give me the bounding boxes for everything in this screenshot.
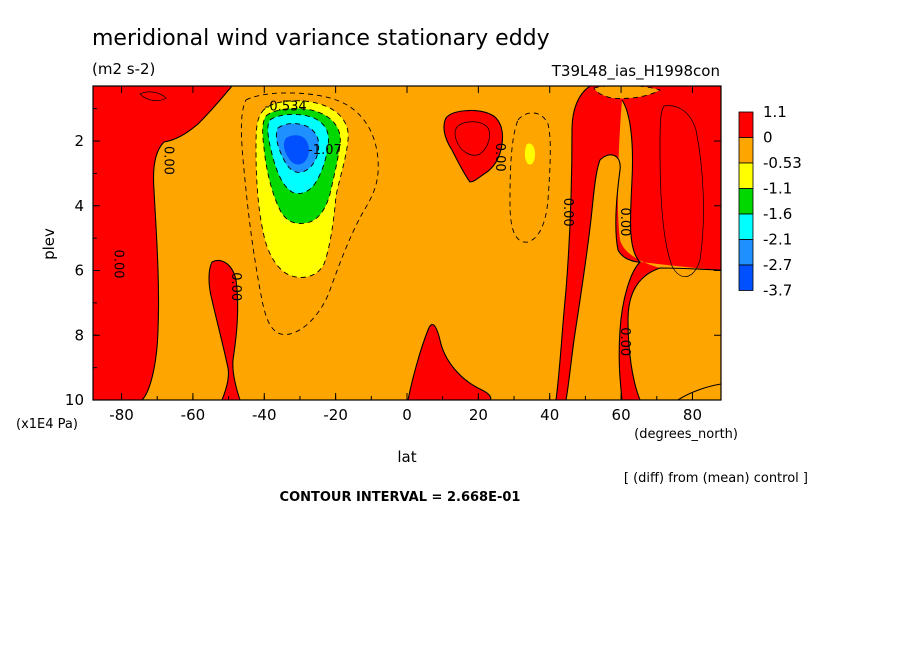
x-tick-label: -40: [252, 406, 277, 424]
contour-label: 0.00: [228, 272, 243, 301]
legend-swatch: [738, 111, 754, 138]
x-tick-label: 40: [540, 406, 559, 424]
fill-red-minus50: [209, 260, 240, 400]
legend-level-label: -2.1: [763, 231, 792, 249]
contour-neg-outer: [240, 92, 379, 335]
contour-plot: -0.534 -1.07 0.00 0.00 0.00 0.00 0.00 0.00 0.00: [92, 85, 722, 401]
contour-label: 0.00: [560, 198, 575, 227]
diff-note: [ (diff) from (mean) control ]: [624, 471, 808, 486]
contour-neg-yellow-edge: [255, 100, 349, 278]
contour-pos-20N: [454, 121, 490, 156]
x-tick-label: -80: [109, 406, 134, 424]
legend-swatch: [738, 162, 754, 189]
contour-neg-lightblue-edge: [275, 123, 320, 173]
contour-label: 0.00: [617, 327, 632, 356]
fill-red-south-pole: [93, 86, 232, 400]
contour-label: -1.07: [308, 143, 342, 158]
contour-neg-green-edge: [262, 108, 341, 224]
x-axis-label: lat: [397, 448, 416, 466]
contour-pos-north: [659, 105, 704, 277]
chart-title: meridional wind variance stationary eddy: [92, 26, 550, 51]
x-units-label: (degrees_north): [634, 427, 738, 442]
legend-level-label: -1.6: [763, 205, 792, 223]
contour-zero-minus50: [208, 260, 241, 400]
experiment-label: T39L48_ias_H1998con: [551, 62, 720, 81]
legend-level-label: -2.7: [763, 256, 792, 274]
y-tick-label: 2: [74, 132, 84, 150]
legend-swatch: [738, 213, 754, 240]
x-tick-label: 0: [402, 406, 412, 424]
contour-zero-north-inner: [565, 154, 642, 400]
legend-swatch: [738, 239, 754, 266]
legend-level-label: -0.53: [763, 154, 802, 172]
contour-zero-north-west: [555, 86, 591, 400]
y-tick-label: 6: [74, 262, 84, 280]
contour-zero-north-east: [627, 267, 721, 400]
legend-level-label: -1.1: [763, 180, 792, 198]
fill-orange-60N-notch: [617, 100, 721, 400]
fill-blue: [283, 135, 309, 165]
y-tick-label: 10: [65, 391, 84, 409]
legend-level-label: -3.7: [763, 282, 792, 300]
contour-neg-cyan-edge: [267, 113, 329, 194]
contour-zero-south: [141, 86, 233, 400]
y-units-label: (x1E4 Pa): [16, 417, 78, 432]
fill-yellow-35N: [524, 143, 535, 165]
contour-label: -0.534: [265, 99, 307, 114]
legend-swatch: [738, 137, 754, 164]
y-tick-label: 8: [74, 326, 84, 344]
contour-neg-35N: [509, 112, 551, 243]
contour-zero-20N: [443, 109, 504, 183]
legend-level-label: 1.1: [763, 103, 787, 121]
x-tick-label: 80: [683, 406, 702, 424]
y-axis-label: plev: [40, 228, 58, 260]
contour-zero-north-pole: [677, 383, 721, 400]
contour-label: 0.00: [617, 207, 632, 236]
fill-orange-north-pocket: [594, 86, 660, 99]
contour-neg-north-pocket: [593, 86, 662, 99]
x-tick-label: 60: [612, 406, 631, 424]
y-tick-label: 4: [74, 197, 84, 215]
x-tick-label: -20: [323, 406, 348, 424]
x-tick-label: 20: [469, 406, 488, 424]
contour-label: 0.00: [492, 143, 507, 172]
contour-label: 0.00: [110, 250, 125, 279]
contour-interval: CONTOUR INTERVAL = 2.668E-01: [280, 490, 521, 505]
legend-level-label: 0: [763, 129, 773, 147]
x-tick-label: -60: [181, 406, 206, 424]
contour-pos-minus70: [139, 91, 167, 101]
contour-label: 0.00: [160, 146, 175, 175]
legend-swatch: [738, 188, 754, 215]
color-legend: 1.1 0 -0.53 -1.1 -1.6 -2.1 -2.7 -3.7: [738, 103, 802, 300]
contour-zero-equator: [407, 324, 492, 400]
legend-swatch: [738, 264, 754, 291]
units-label: (m2 s-2): [92, 60, 155, 78]
contour-zero-60N-inner: [621, 99, 641, 263]
